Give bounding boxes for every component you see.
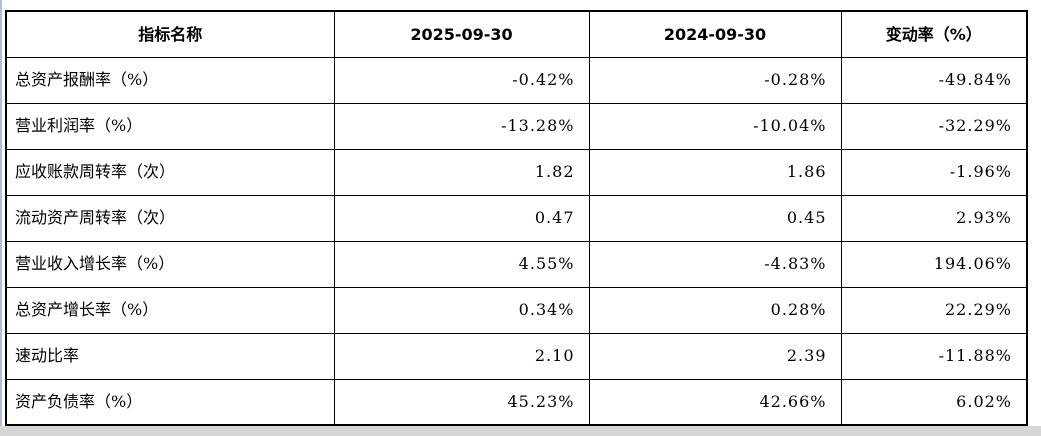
value-2025-cell: 0.47 — [333, 194, 590, 242]
indicator-name-cell: 总资产报酬率（%） — [5, 56, 335, 104]
value-2024-cell: 42.66% — [588, 378, 842, 426]
table-row: 营业利润率（%） -13.28% -10.04% -32.29% — [5, 102, 1028, 150]
left-edge-line — [0, 0, 2, 436]
value-2024-cell: -4.83% — [588, 240, 842, 288]
table-row: 营业收入增长率（%） 4.55% -4.83% 194.06% — [5, 240, 1028, 288]
bottom-strip — [0, 426, 1041, 436]
indicator-name-cell: 应收账款周转率（次） — [5, 148, 335, 196]
table-body: 总资产报酬率（%） -0.42% -0.28% -49.84% 营业利润率（%） -13.… — [5, 56, 1028, 426]
change-rate-cell: 22.29% — [840, 286, 1028, 334]
financial-indicators-table: 指标名称 2025-09-30 2024-09-30 变动率（%） 总资产报酬率… — [5, 10, 1028, 426]
table-header: 指标名称 2025-09-30 2024-09-30 变动率（%） — [5, 10, 1028, 58]
value-2025-cell: 2.10 — [333, 332, 590, 380]
value-2025-cell: 45.23% — [333, 378, 590, 426]
change-rate-cell: -32.29% — [840, 102, 1028, 150]
change-rate-cell: -11.88% — [840, 332, 1028, 380]
header-date-2025: 2025-09-30 — [333, 10, 590, 58]
value-2025-cell: 4.55% — [333, 240, 590, 288]
change-rate-cell: -1.96% — [840, 148, 1028, 196]
indicator-name-cell: 总资产增长率（%） — [5, 286, 335, 334]
table-row: 应收账款周转率（次） 1.82 1.86 -1.96% — [5, 148, 1028, 196]
value-2025-cell: 0.34% — [333, 286, 590, 334]
header-change-rate: 变动率（%） — [840, 10, 1028, 58]
value-2024-cell: 0.28% — [588, 286, 842, 334]
change-rate-cell: 194.06% — [840, 240, 1028, 288]
header-indicator-name: 指标名称 — [5, 10, 335, 58]
table-row: 速动比率 2.10 2.39 -11.88% — [5, 332, 1028, 380]
value-2024-cell: -10.04% — [588, 102, 842, 150]
table-row: 流动资产周转率（次） 0.47 0.45 2.93% — [5, 194, 1028, 242]
indicator-name-cell: 速动比率 — [5, 332, 335, 380]
value-2025-cell: -13.28% — [333, 102, 590, 150]
value-2024-cell: 1.86 — [588, 148, 842, 196]
value-2024-cell: 2.39 — [588, 332, 842, 380]
value-2025-cell: -0.42% — [333, 56, 590, 104]
table-row: 总资产增长率（%） 0.34% 0.28% 22.29% — [5, 286, 1028, 334]
value-2024-cell: 0.45 — [588, 194, 842, 242]
table-row: 总资产报酬率（%） -0.42% -0.28% -49.84% — [5, 56, 1028, 104]
change-rate-cell: 2.93% — [840, 194, 1028, 242]
indicator-name-cell: 营业收入增长率（%） — [5, 240, 335, 288]
header-date-2024: 2024-09-30 — [588, 10, 842, 58]
change-rate-cell: -49.84% — [840, 56, 1028, 104]
indicator-name-cell: 流动资产周转率（次） — [5, 194, 335, 242]
table-row: 资产负债率（%） 45.23% 42.66% 6.02% — [5, 378, 1028, 426]
value-2025-cell: 1.82 — [333, 148, 590, 196]
change-rate-cell: 6.02% — [840, 378, 1028, 426]
value-2024-cell: -0.28% — [588, 56, 842, 104]
indicator-name-cell: 资产负债率（%） — [5, 378, 335, 426]
header-row: 指标名称 2025-09-30 2024-09-30 变动率（%） — [5, 10, 1028, 58]
indicator-name-cell: 营业利润率（%） — [5, 102, 335, 150]
